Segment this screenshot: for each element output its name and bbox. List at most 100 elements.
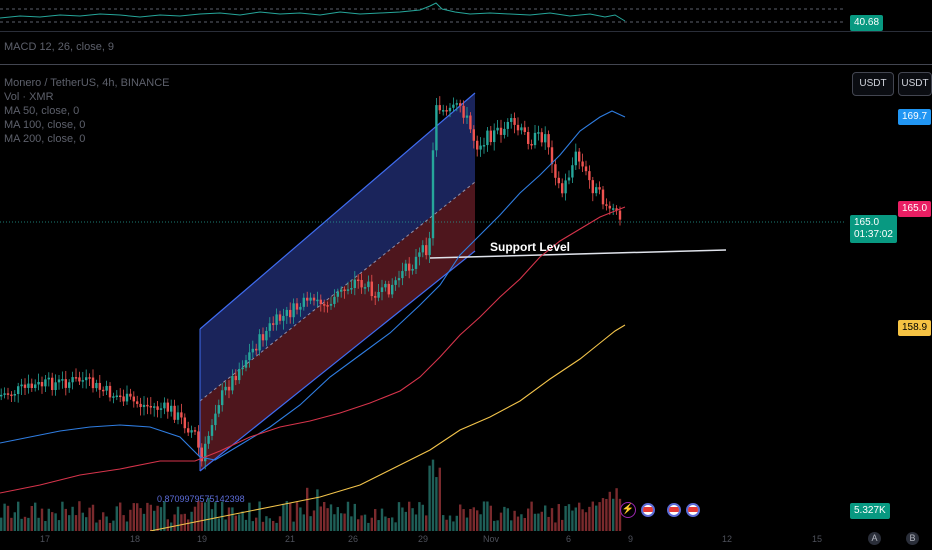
volume-bar [238, 514, 241, 531]
candle-body [469, 115, 472, 130]
candle-body [448, 107, 452, 112]
volume-bar [544, 505, 547, 531]
candle-body [170, 405, 173, 412]
volume-bar [190, 511, 193, 531]
rsi-pane[interactable]: 40.68 [0, 0, 932, 31]
volume-bar [214, 502, 217, 531]
volume-bar [183, 513, 186, 531]
volume-bar [537, 513, 540, 531]
candle-body [238, 368, 241, 381]
candle-body [309, 297, 312, 301]
candle-body [363, 287, 367, 289]
volume-bar [527, 508, 530, 531]
candle-body [251, 348, 254, 353]
time-axis[interactable]: 17 18 19 21 26 29 Nov 6 9 12 15 A B [0, 530, 932, 550]
current-price-badge: 165.0 01:37:02 [850, 215, 897, 243]
volume-bar [326, 508, 329, 531]
volume-bar [608, 491, 611, 531]
ma100-legend[interactable]: MA 100, close, 0 [4, 119, 86, 131]
candle-body [472, 129, 475, 141]
candle-body [272, 323, 275, 325]
time-tick-label: Nov [483, 534, 500, 544]
volume-bar [200, 502, 203, 531]
ma50-legend[interactable]: MA 50, close, 0 [4, 105, 80, 117]
volume-bar [180, 514, 183, 531]
candle-body [197, 431, 200, 448]
ma200-price-badge: 158.9 [898, 320, 932, 336]
candle-body [588, 171, 591, 181]
auto-scale-button[interactable]: A [868, 532, 881, 545]
volume-bar [387, 518, 390, 531]
volume-bar [469, 508, 472, 531]
us-flag-event-icon-1[interactable] [641, 503, 655, 517]
volume-bar [377, 520, 380, 531]
log-scale-button[interactable]: B [906, 532, 919, 545]
channel-top-line [199, 92, 476, 330]
currency-button-right[interactable]: USDT [898, 72, 932, 96]
candle-body [384, 283, 387, 288]
rsi-chart [0, 2, 845, 23]
volume-bar [442, 515, 445, 531]
candle-body [380, 287, 384, 292]
volume-bar [207, 497, 210, 531]
candle-body [142, 404, 146, 408]
candle-body [598, 187, 601, 190]
candle-body [221, 390, 224, 406]
volume-bar [306, 487, 309, 531]
candle-body [414, 256, 418, 269]
ma200-legend[interactable]: MA 200, close, 0 [4, 133, 86, 145]
volume-bar [210, 509, 214, 531]
volume-bar [47, 508, 50, 531]
candle-body [459, 103, 462, 106]
volume-bar [285, 501, 288, 531]
time-tick-label: 6 [566, 534, 572, 544]
symbol-title[interactable]: Monero / TetherUS, 4h, BINANCE [4, 77, 170, 89]
candle-body [214, 413, 217, 426]
candle-body [204, 443, 207, 462]
candle-body [13, 394, 16, 396]
volume-bar [329, 504, 333, 531]
candle-body [571, 165, 574, 178]
volume-bar [557, 504, 560, 531]
candle-body [241, 367, 244, 370]
candle-body [292, 303, 295, 318]
candle-body [200, 447, 203, 462]
volume-bar [523, 517, 526, 531]
volume-bar [503, 506, 506, 531]
volume-bar [561, 519, 564, 531]
volume-bar [153, 510, 156, 531]
volume-bar [367, 522, 370, 531]
volume-bar [384, 516, 387, 531]
volume-bar [20, 518, 23, 531]
macd-pane[interactable]: MACD 12, 26, close, 9 [0, 31, 932, 64]
support-level-label[interactable]: Support Level [490, 240, 571, 254]
volume-bar [142, 513, 146, 531]
candle-body [34, 384, 37, 389]
candle-body [23, 384, 27, 388]
rsi-value-badge: 40.68 [850, 15, 884, 31]
candle-body [44, 379, 47, 387]
volume-bar [343, 513, 346, 531]
volume-bar [85, 517, 88, 531]
volume-bar [533, 513, 537, 531]
lightning-event-icon[interactable]: ⚡ [620, 502, 636, 518]
candle-body [57, 379, 61, 383]
volume-bar [68, 515, 71, 531]
ma100-price-badge: 165.0 [898, 201, 932, 217]
volume-bar [496, 520, 499, 531]
candle-body [540, 132, 543, 143]
us-flag-event-icon-3[interactable] [686, 503, 700, 517]
volume-bar [30, 505, 33, 531]
volume-bar [64, 508, 67, 531]
main-chart-pane[interactable]: Monero / TetherUS, 4h, BINANCE Vol · XMR… [0, 64, 932, 531]
volume-bar [34, 502, 37, 531]
volume-bar [105, 516, 108, 531]
candle-body [496, 127, 499, 131]
us-flag-event-icon-2[interactable] [667, 503, 681, 517]
candle-body [567, 177, 571, 181]
volume-legend[interactable]: Vol · XMR [4, 91, 54, 103]
currency-button-left[interactable]: USDT [852, 72, 894, 96]
candle-body [578, 151, 581, 162]
volume-bar [139, 508, 142, 531]
candle-body [132, 396, 135, 402]
